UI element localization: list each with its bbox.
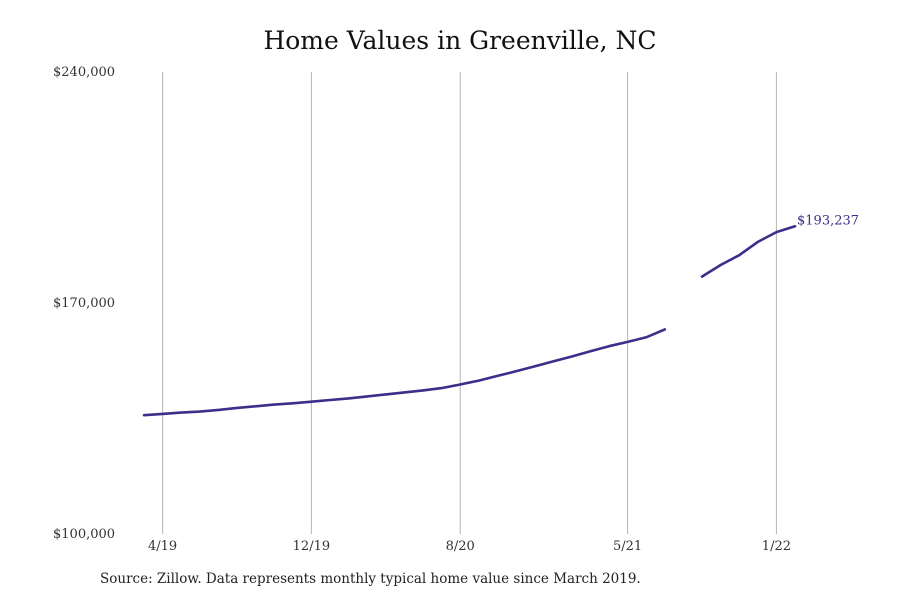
series-line-segment-1 <box>700 225 797 278</box>
end-value-label: $193,237 <box>797 213 859 228</box>
chart-title: Home Values in Greenville, NC <box>263 26 657 55</box>
end-label-layer: $193,237 <box>797 213 859 228</box>
gridlines <box>162 72 777 534</box>
series-line <box>142 225 797 417</box>
y-tick-label: $170,000 <box>53 296 115 311</box>
x-axis-ticks: 4/19 12/19 8/20 5/21 1/22 <box>148 539 791 554</box>
x-tick-label: 12/19 <box>293 539 330 554</box>
series-line-segment-0 <box>142 328 667 417</box>
source-note: Source: Zillow. Data represents monthly … <box>100 571 641 587</box>
y-tick-label: $100,000 <box>53 527 115 542</box>
y-tick-label: $240,000 <box>53 65 115 80</box>
x-tick-label: 5/21 <box>613 539 642 554</box>
y-axis-ticks: $240,000 $170,000 $100,000 <box>53 65 115 542</box>
x-tick-label: 4/19 <box>148 539 177 554</box>
x-tick-label: 8/20 <box>446 539 475 554</box>
x-tick-label: 1/22 <box>762 539 791 554</box>
